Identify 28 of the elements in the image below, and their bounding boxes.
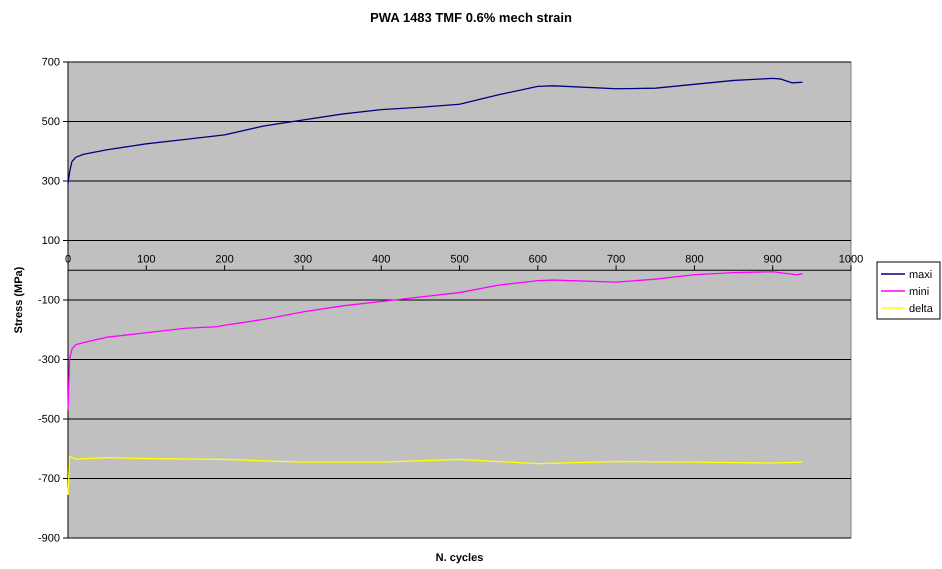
- legend-label: delta: [909, 303, 934, 315]
- line-series: [67, 456, 804, 496]
- y-tick-label: -500: [38, 414, 60, 426]
- x-tick-label: 600: [528, 253, 547, 266]
- x-tick-label: 1000: [838, 253, 864, 266]
- x-axis-title: N. cycles: [436, 552, 484, 564]
- x-tick-label: 900: [764, 253, 782, 266]
- x-tick-label: 200: [215, 253, 234, 266]
- y-tick-label: -700: [38, 473, 60, 486]
- y-axis-title: Stress (MPa): [13, 266, 25, 334]
- y-tick-label: -100: [38, 294, 60, 307]
- x-tick-label: 400: [372, 253, 390, 266]
- legend-label: maxi: [909, 269, 932, 281]
- line-series: [67, 78, 804, 185]
- x-tick-label: 100: [137, 253, 156, 266]
- legend-label: mini: [909, 286, 930, 298]
- y-tick-label: 700: [42, 56, 60, 69]
- x-tick-label: 700: [606, 253, 626, 266]
- x-tick-label: 300: [294, 253, 312, 266]
- x-tick-label: 800: [685, 253, 704, 266]
- y-tick-label: 100: [42, 235, 60, 248]
- chart-title: PWA 1483 TMF 0.6% mech strain: [370, 10, 572, 25]
- line-series: [67, 271, 804, 411]
- y-tick-label: 300: [42, 176, 60, 188]
- x-tick-label: 500: [450, 253, 469, 266]
- y-tick-label: -300: [38, 354, 60, 366]
- y-tick-label: 500: [42, 116, 60, 128]
- y-tick-label: -900: [38, 532, 60, 545]
